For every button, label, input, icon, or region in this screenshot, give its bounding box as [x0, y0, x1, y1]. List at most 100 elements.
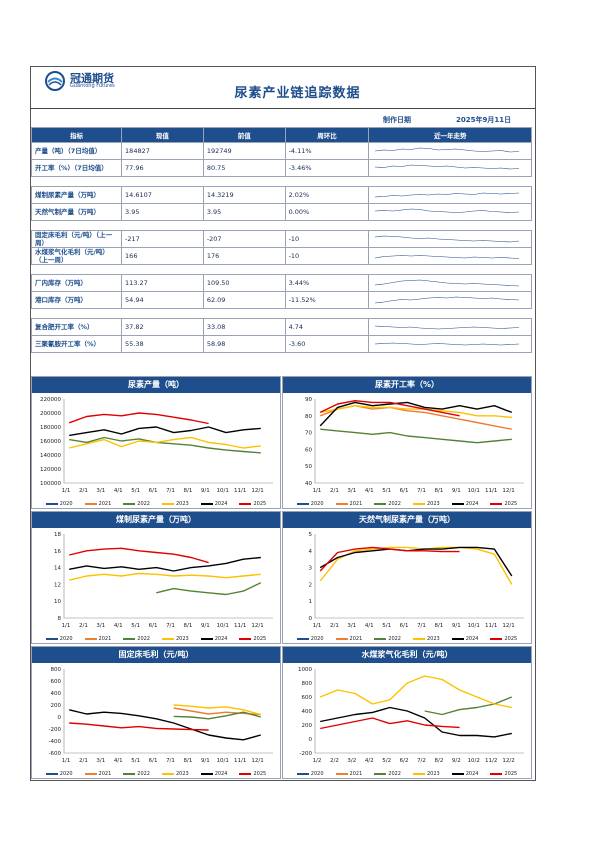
table-gap-cell: [31, 220, 532, 231]
legend-swatch: [84, 637, 97, 640]
y-tick-label: 400: [51, 691, 62, 697]
trend-sparkline: [375, 255, 520, 259]
current-value-cell: 54.94: [121, 291, 204, 309]
series-line-2022: [69, 436, 261, 454]
legend-item: 2023: [413, 771, 440, 777]
previous-value-cell: 176: [202, 247, 286, 265]
legend-label: 2021: [98, 771, 112, 777]
x-tick-label: 6/1: [149, 623, 158, 629]
legend-swatch: [413, 637, 425, 640]
legend-swatch: [123, 502, 136, 505]
x-tick-label: 5/1: [382, 488, 391, 494]
weekly-change-cell: 2.02%: [284, 186, 370, 204]
x-tick-label: 8/1: [434, 623, 443, 629]
x-tick-label: 8/2: [434, 758, 443, 764]
legend-label: 2020: [310, 501, 324, 507]
y-tick-label: 600: [51, 679, 62, 685]
x-tick-label: 3/1: [347, 488, 356, 494]
indicator-cell: 三聚氰胺开工率（%）: [30, 335, 123, 353]
y-tick-label: 2: [309, 582, 313, 588]
legend-item: 2024: [200, 771, 228, 777]
legend-label: 2021: [349, 636, 363, 642]
previous-value-cell: 80.75: [202, 159, 286, 177]
legend-swatch: [239, 772, 252, 775]
x-tick-label: 4/2: [365, 758, 374, 764]
chart-title: 煤制尿素产量（万吨）: [31, 511, 281, 528]
legend-swatch: [200, 502, 213, 505]
legend-label: 2024: [214, 636, 228, 642]
trend-sparkline: [375, 342, 520, 346]
trend-cell: [368, 159, 532, 177]
legend-label: 2023: [176, 771, 189, 777]
legend-label: 2024: [465, 636, 479, 642]
x-tick-label: 9/1: [201, 758, 210, 764]
weekly-change-cell: -3.60: [284, 335, 370, 353]
table-gap-row: [31, 220, 532, 231]
series-line-2022: [424, 696, 513, 716]
chart-plot: -200 0 200 400 600 800 1000 1/2 2/2 3/2 4/2 5/2 6/2 7…: [298, 667, 524, 764]
legend-swatch: [413, 772, 425, 775]
x-tick-label: 8/1: [183, 623, 192, 629]
chart-axes: [63, 399, 273, 484]
legend-label: 2023: [427, 771, 440, 777]
legend-label: 2025: [253, 771, 267, 777]
legend-item: 2020: [45, 771, 73, 777]
chart-panel: 固定床毛利（元/吨） -600 -400 -200 0 200 400 600 800 1/1 2/…: [31, 646, 281, 779]
legend-item: 2025: [239, 636, 266, 642]
legend-item: 2024: [200, 636, 228, 642]
legend-item: 2025: [239, 501, 266, 507]
chart-panel: 水煤浆气化毛利（元/吨） -200 0 200 400 600 800 1000 1/2 2/2 3…: [282, 646, 532, 779]
x-tick-label: 1/1: [62, 758, 71, 764]
trend-sparkline: [375, 296, 520, 304]
legend-label: 2024: [214, 771, 228, 777]
legend-item: 2023: [413, 636, 440, 642]
legend-label: 2023: [176, 501, 189, 507]
chart-panel: 煤制尿素产量（万吨） 8 10 12 14 16 18 1/1 2/1 3/1 4/1 5/1 6/1 7…: [31, 511, 281, 644]
chart-panel: 天然气制尿素产量（万吨） 0 1 2 3 4 5 1/1 2/1 3/1 4/1 5/1 6/1 7/1 8…: [282, 511, 532, 644]
x-tick-label: 5/1: [131, 488, 140, 494]
x-tick-label: 11/1: [234, 758, 246, 764]
legend-label: 2021: [349, 771, 363, 777]
column-header: 前值: [202, 127, 286, 143]
x-tick-label: 10/1: [468, 488, 480, 494]
indicator-cell: 厂内库存（万吨）: [30, 274, 123, 292]
table-gap-cell: [31, 176, 532, 187]
x-tick-label: 10/1: [468, 623, 480, 629]
x-tick-label: 1/1: [62, 488, 71, 494]
y-tick-label: 40: [305, 481, 312, 487]
y-tick-label: 80: [305, 414, 312, 420]
legend-label: 2022: [388, 636, 401, 642]
x-tick-label: 1/1: [62, 623, 71, 629]
table-row: 天然气制产量（万吨） 3.95 3.95 0.00%: [30, 203, 532, 221]
logo-text-cn: 冠通期货: [70, 72, 114, 85]
legend-swatch: [490, 502, 503, 505]
legend-swatch: [239, 637, 252, 640]
current-value-cell: -217: [121, 230, 204, 248]
current-value-cell: 55.38: [121, 335, 204, 353]
legend-item: 2021: [84, 636, 111, 642]
previous-value-cell: 62.09: [202, 291, 286, 309]
legend-item: 2023: [162, 771, 189, 777]
x-tick-label: 1/1: [313, 488, 322, 494]
table-row: 复合肥开工率（%） 37.82 33.08 4.74: [30, 318, 532, 336]
x-tick-label: 3/1: [96, 623, 105, 629]
legend-item: 2022: [374, 501, 401, 507]
legend-label: 2022: [137, 636, 150, 642]
date-label: 制作日期: [383, 116, 411, 124]
x-tick-label: 1/1: [313, 623, 322, 629]
table-row: 水煤浆气化毛利（元/吨）（上一周） 166 176 -10: [30, 247, 532, 265]
sparkline-path: [375, 164, 520, 170]
y-tick-label: 400: [302, 709, 313, 715]
y-tick-label: 200: [302, 723, 313, 729]
chart-panel: 尿素开工率（%） 40 50 60 70 80 90 1/1 2/1 3/1 4/1 5/1 6/1 7/…: [282, 376, 532, 509]
logo-mark-icon: [45, 71, 65, 91]
series-line-2022: [173, 711, 261, 720]
y-tick-label: 800: [51, 667, 62, 673]
y-tick-label: 90: [305, 397, 312, 403]
legend-item: 2024: [200, 501, 227, 507]
y-tick-label: 12: [54, 582, 61, 588]
legend-swatch: [45, 637, 58, 640]
column-header: 周环比: [284, 127, 370, 143]
legend-swatch: [490, 772, 503, 775]
trend-cell: [368, 274, 532, 292]
